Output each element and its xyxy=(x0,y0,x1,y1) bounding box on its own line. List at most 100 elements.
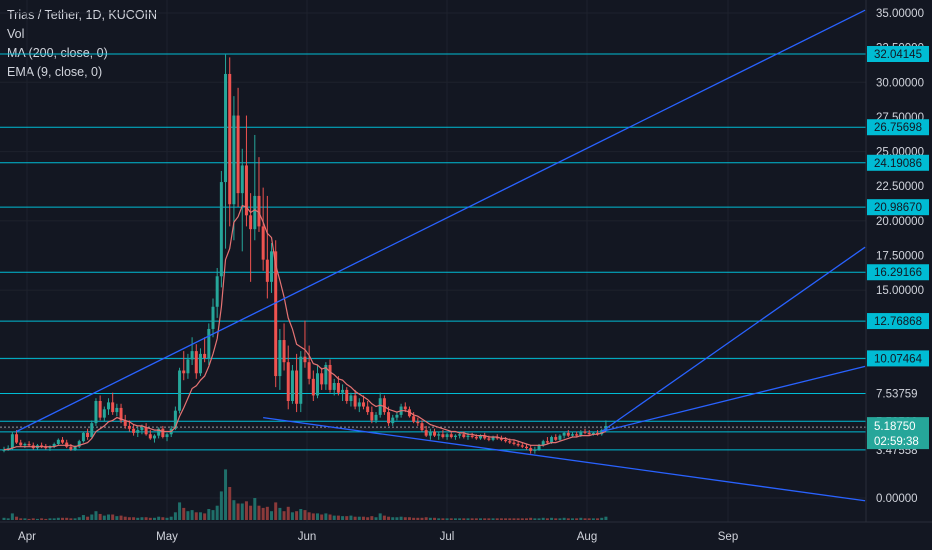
volume-bar xyxy=(374,517,378,520)
volume-bar xyxy=(320,514,324,520)
volume-bars xyxy=(2,469,608,520)
volume-bar xyxy=(2,517,6,520)
legend-ma[interactable]: MA (200, close, 0) xyxy=(7,46,108,60)
y-tick-label: 15.00000 xyxy=(876,285,924,297)
volume-bar xyxy=(474,518,478,520)
volume-bar xyxy=(228,487,232,520)
volume-bar xyxy=(558,518,562,520)
volume-bar xyxy=(257,505,261,520)
candle-body xyxy=(529,448,533,451)
candle-body xyxy=(316,373,319,396)
candle-body xyxy=(236,115,240,194)
candle-body xyxy=(161,428,165,438)
volume-bar xyxy=(207,509,211,520)
volume-bar xyxy=(570,518,574,520)
candle-body xyxy=(61,439,65,443)
volume-bar xyxy=(295,511,299,520)
y-tick-label: 0.00000 xyxy=(876,493,918,505)
volume-bar xyxy=(52,518,56,520)
volume-bar xyxy=(449,518,453,520)
candle-body xyxy=(299,356,303,404)
volume-bar xyxy=(94,511,98,520)
candle-body xyxy=(424,430,428,436)
candle-body xyxy=(566,432,570,436)
volume-bar xyxy=(391,517,395,520)
x-tick-label: Sep xyxy=(718,531,738,543)
candle-body xyxy=(587,432,591,435)
candle-body xyxy=(453,435,457,438)
volume-bar xyxy=(173,512,177,520)
candle-body xyxy=(52,443,56,447)
volume-bar xyxy=(407,517,411,520)
level-tag xyxy=(867,154,929,171)
candle-body xyxy=(562,432,566,436)
candle-body xyxy=(520,445,524,447)
volume-bar xyxy=(361,516,365,520)
volume-bar xyxy=(345,516,349,520)
x-tick-label: Jul xyxy=(440,531,455,543)
volume-bar xyxy=(244,501,248,520)
volume-bar xyxy=(575,518,579,520)
volume-bar xyxy=(290,512,294,520)
candle-body xyxy=(261,226,265,260)
volume-bar xyxy=(341,516,345,520)
candle-body xyxy=(504,439,508,442)
volume-bar xyxy=(458,518,462,520)
volume-bar xyxy=(215,505,219,520)
volume-bar xyxy=(265,506,269,520)
candle-body xyxy=(324,364,328,385)
volume-bar xyxy=(303,510,307,520)
volume-bar xyxy=(357,516,361,520)
volume-bar xyxy=(219,491,223,520)
candle-body xyxy=(244,165,248,216)
volume-bar xyxy=(445,518,449,520)
candle-body xyxy=(48,446,52,449)
volume-bar xyxy=(182,507,186,520)
volume-bar xyxy=(537,518,541,520)
candle-body xyxy=(416,421,420,424)
candle-body xyxy=(596,432,600,435)
volume-bar xyxy=(190,510,194,520)
y-tick-label: 22.50000 xyxy=(876,181,924,193)
volume-bar xyxy=(378,513,382,520)
volume-bar xyxy=(169,516,173,520)
volume-bar xyxy=(541,517,545,520)
time-axis: Apr May Jun Jul Aug Sep xyxy=(18,531,738,543)
candle-body xyxy=(98,401,102,418)
candle-body xyxy=(173,410,177,429)
volume-bar xyxy=(491,518,495,520)
volume-bar xyxy=(161,517,165,520)
candle-body xyxy=(77,441,81,447)
volume-bar xyxy=(148,517,152,520)
volume-bar xyxy=(23,518,27,520)
candle-body xyxy=(445,434,449,438)
x-tick-label: Aug xyxy=(577,531,597,543)
volume-bar xyxy=(203,513,207,520)
legend-vol[interactable]: Vol xyxy=(7,27,25,41)
candle-body xyxy=(257,195,261,227)
volume-bar xyxy=(596,518,600,520)
candle-body xyxy=(483,435,487,439)
candle-body xyxy=(270,251,274,282)
legend-ema[interactable]: EMA (9, close, 0) xyxy=(7,65,103,79)
candle-body xyxy=(579,431,583,436)
volume-bar xyxy=(81,515,85,520)
legend-symbol[interactable]: Trias / Tether, 1D, KUCOIN xyxy=(7,8,158,22)
candle-body xyxy=(65,442,69,447)
volume-bar xyxy=(270,511,274,520)
volume-bar xyxy=(6,518,10,520)
volume-bar xyxy=(278,507,282,520)
candle-body xyxy=(10,434,14,449)
candle-body xyxy=(311,378,315,396)
volume-bar xyxy=(579,517,583,520)
candle-body xyxy=(412,416,416,422)
volume-bar xyxy=(107,514,110,520)
volume-bar xyxy=(15,516,19,520)
candle-body xyxy=(516,443,520,446)
volume-bar xyxy=(370,516,374,520)
volume-bar xyxy=(479,518,483,520)
candle-body xyxy=(554,437,558,440)
volume-bar xyxy=(554,518,558,520)
trendline xyxy=(263,416,866,502)
